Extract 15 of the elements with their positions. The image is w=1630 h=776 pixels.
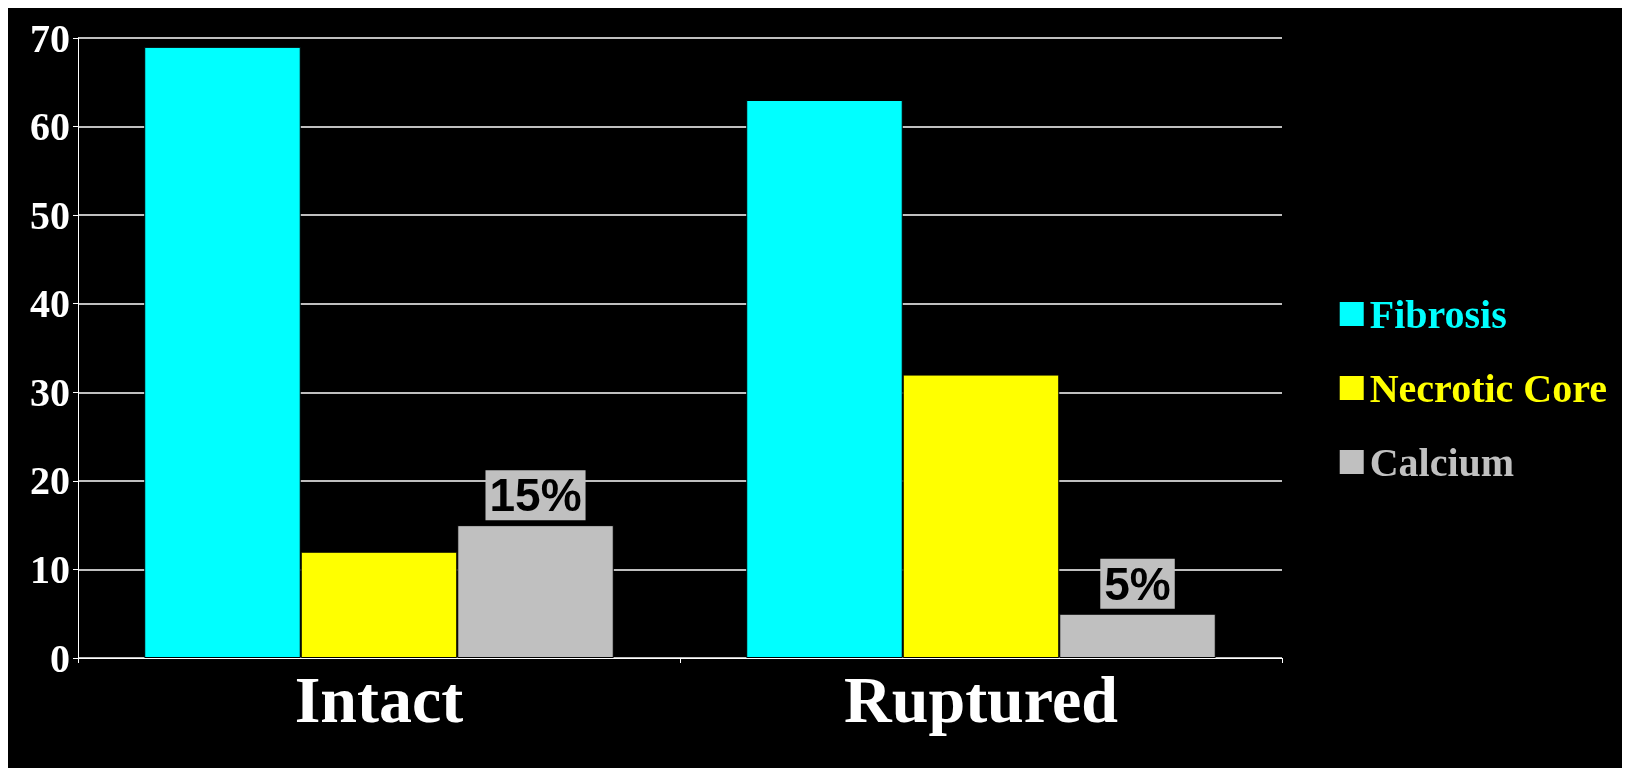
data-label: 5% [1104,557,1171,610]
legend-label: Fibrosis [1369,291,1507,337]
y-tick-label: 20 [30,458,70,504]
legend-label: Calcium [1369,439,1515,485]
legend-label: Necrotic Core [1369,365,1608,411]
y-tick-label: 50 [30,192,70,238]
y-tick-label: 70 [30,15,70,61]
data-label: 15% [489,469,582,522]
y-tick-label: 40 [30,281,70,327]
y-tick-label: 60 [30,104,70,150]
y-tick-label: 10 [30,546,70,592]
x-tick-label: Intact [294,662,464,736]
x-tick-label: Ruptured [844,662,1118,736]
y-tick-label: 30 [30,369,70,415]
y-tick-label: 0 [50,635,70,681]
